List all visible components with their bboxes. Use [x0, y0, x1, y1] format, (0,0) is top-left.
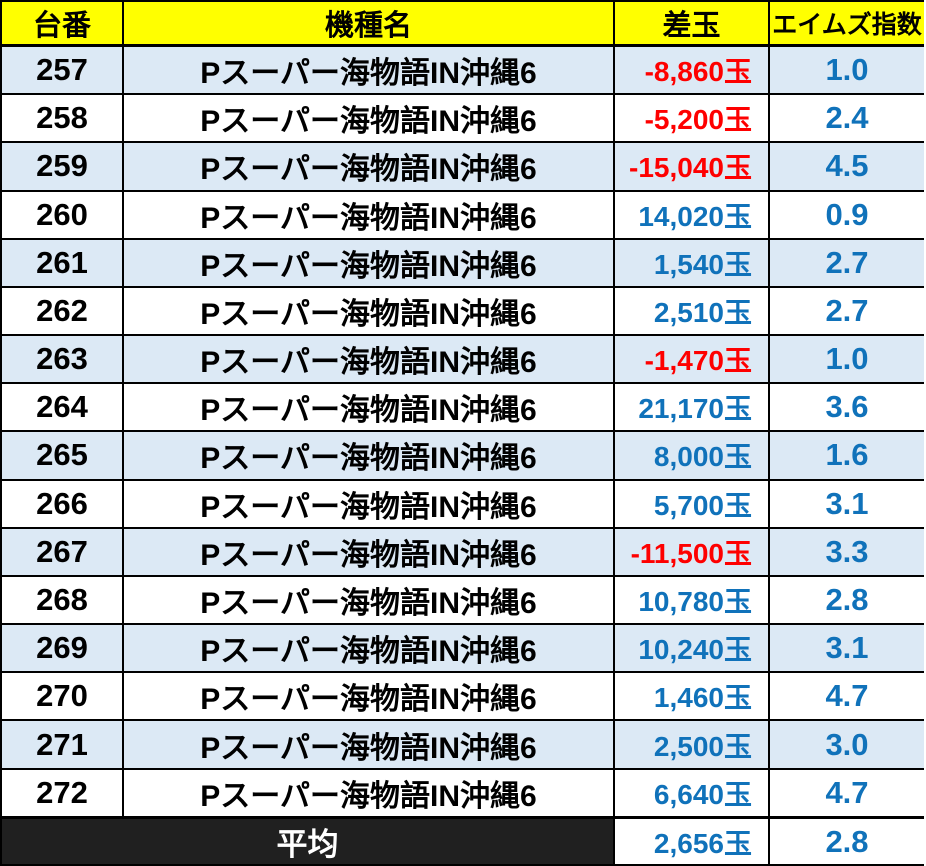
sadama-cell: 5,700玉: [613, 478, 770, 529]
table-row: 270 Pスーパー海物語IN沖縄6 1,460玉 4.7: [0, 671, 924, 722]
table-row: 269 Pスーパー海物語IN沖縄6 10,240玉 3.1: [0, 623, 924, 674]
model-cell: Pスーパー海物語IN沖縄6: [122, 141, 615, 192]
model-cell: Pスーパー海物語IN沖縄6: [122, 93, 615, 144]
model-cell: Pスーパー海物語IN沖縄6: [122, 623, 615, 674]
table-row: 261 Pスーパー海物語IN沖縄6 1,540玉 2.7: [0, 237, 924, 288]
model-cell: Pスーパー海物語IN沖縄6: [122, 767, 615, 819]
table-row: 272 Pスーパー海物語IN沖縄6 6,640玉 4.7: [0, 767, 924, 819]
aims-cell: 2.8: [768, 574, 924, 626]
dai-cell: 258: [0, 93, 124, 144]
dai-cell: 264: [0, 382, 124, 433]
sadama-cell: -15,040玉: [613, 141, 770, 192]
aims-cell: 1.0: [768, 334, 924, 385]
model-cell: Pスーパー海物語IN沖縄6: [122, 574, 615, 626]
model-cell: Pスーパー海物語IN沖縄6: [122, 430, 615, 481]
model-cell: Pスーパー海物語IN沖縄6: [122, 382, 615, 433]
aims-cell: 0.9: [768, 189, 924, 240]
sadama-cell: 21,170玉: [613, 382, 770, 433]
table-body: 257 Pスーパー海物語IN沖縄6 -8,860玉 1.0 258 Pスーパー海物語IN沖…: [0, 44, 924, 819]
table-row: 259 Pスーパー海物語IN沖縄6 -15,040玉 4.5: [0, 141, 924, 192]
dai-cell: 272: [0, 767, 124, 819]
aims-cell: 3.0: [768, 719, 924, 770]
average-label-cell: 平均: [0, 816, 615, 866]
table-row: 260 Pスーパー海物語IN沖縄6 14,020玉 0.9: [0, 189, 924, 240]
dai-cell: 262: [0, 285, 124, 337]
table-row: 271 Pスーパー海物語IN沖縄6 2,500玉 3.0: [0, 719, 924, 770]
table-row: 267 Pスーパー海物語IN沖縄6 -11,500玉 3.3: [0, 526, 924, 577]
sadama-cell: 10,780玉: [613, 574, 770, 626]
aims-cell: 1.6: [768, 430, 924, 481]
aims-cell: 2.4: [768, 93, 924, 144]
aims-cell: 4.5: [768, 141, 924, 192]
sadama-cell: 1,460玉: [613, 671, 770, 722]
aims-cell: 4.7: [768, 767, 924, 819]
aims-cell: 2.7: [768, 285, 924, 337]
model-cell: Pスーパー海物語IN沖縄6: [122, 285, 615, 337]
table-row: 258 Pスーパー海物語IN沖縄6 -5,200玉 2.4: [0, 93, 924, 144]
dai-cell: 271: [0, 719, 124, 770]
sadama-cell: -11,500玉: [613, 526, 770, 577]
model-cell: Pスーパー海物語IN沖縄6: [122, 671, 615, 722]
aims-cell: 3.6: [768, 382, 924, 433]
model-cell: Pスーパー海物語IN沖縄6: [122, 334, 615, 385]
dai-cell: 270: [0, 671, 124, 722]
dai-cell: 265: [0, 430, 124, 481]
table-row: 257 Pスーパー海物語IN沖縄6 -8,860玉 1.0: [0, 44, 924, 96]
dai-cell: 266: [0, 478, 124, 529]
table-row: 266 Pスーパー海物語IN沖縄6 5,700玉 3.1: [0, 478, 924, 529]
aims-cell: 3.1: [768, 623, 924, 674]
sadama-cell: 1,540玉: [613, 237, 770, 288]
col-header-model: 機種名: [122, 0, 615, 47]
sadama-cell: -5,200玉: [613, 93, 770, 144]
model-cell: Pスーパー海物語IN沖縄6: [122, 719, 615, 770]
model-cell: Pスーパー海物語IN沖縄6: [122, 237, 615, 288]
model-cell: Pスーパー海物語IN沖縄6: [122, 44, 615, 96]
aims-cell: 1.0: [768, 44, 924, 96]
dai-cell: 267: [0, 526, 124, 577]
table-row: 263 Pスーパー海物語IN沖縄6 -1,470玉 1.0: [0, 334, 924, 385]
dai-cell: 269: [0, 623, 124, 674]
dai-cell: 259: [0, 141, 124, 192]
sadama-cell: -8,860玉: [613, 44, 770, 96]
dai-cell: 263: [0, 334, 124, 385]
dai-cell: 257: [0, 44, 124, 96]
model-cell: Pスーパー海物語IN沖縄6: [122, 189, 615, 240]
average-aims-cell: 2.8: [768, 816, 924, 866]
table-row: 265 Pスーパー海物語IN沖縄6 8,000玉 1.6: [0, 430, 924, 481]
aims-cell: 3.3: [768, 526, 924, 577]
aims-cell: 4.7: [768, 671, 924, 722]
dai-cell: 260: [0, 189, 124, 240]
sadama-cell: -1,470玉: [613, 334, 770, 385]
sadama-cell: 2,510玉: [613, 285, 770, 337]
col-header-dai: 台番: [0, 0, 124, 47]
average-row: 平均 2,656玉 2.8: [0, 816, 924, 866]
aims-cell: 3.1: [768, 478, 924, 529]
col-header-sadama: 差玉: [613, 0, 770, 47]
average-sadama-cell: 2,656玉: [613, 816, 770, 866]
table-row: 268 Pスーパー海物語IN沖縄6 10,780玉 2.8: [0, 574, 924, 626]
aims-cell: 2.7: [768, 237, 924, 288]
model-cell: Pスーパー海物語IN沖縄6: [122, 526, 615, 577]
sadama-cell: 14,020玉: [613, 189, 770, 240]
sadama-cell: 2,500玉: [613, 719, 770, 770]
col-header-aims: エイムズ指数: [768, 0, 924, 47]
sadama-cell: 8,000玉: [613, 430, 770, 481]
dai-cell: 261: [0, 237, 124, 288]
table-row: 264 Pスーパー海物語IN沖縄6 21,170玉 3.6: [0, 382, 924, 433]
table-row: 262 Pスーパー海物語IN沖縄6 2,510玉 2.7: [0, 285, 924, 337]
header-row: 台番 機種名 差玉 エイムズ指数: [0, 0, 924, 47]
sadama-cell: 10,240玉: [613, 623, 770, 674]
model-cell: Pスーパー海物語IN沖縄6: [122, 478, 615, 529]
dai-cell: 268: [0, 574, 124, 626]
sadama-cell: 6,640玉: [613, 767, 770, 819]
